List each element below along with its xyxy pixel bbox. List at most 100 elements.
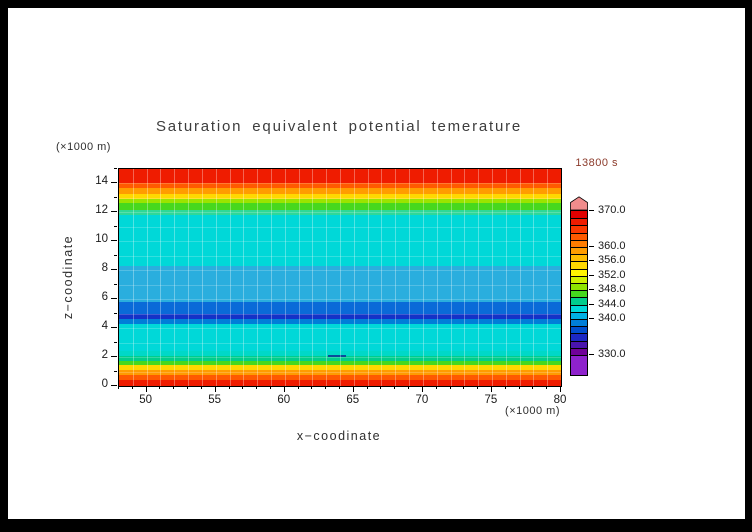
- contour-band: [119, 182, 561, 188]
- x-axis-tick: [131, 386, 133, 389]
- contour-band: [119, 187, 561, 194]
- x-axis-tick: [269, 386, 271, 389]
- x-axis-tick: [380, 386, 382, 389]
- x-axis-unit-label: (×1000 m): [505, 405, 560, 417]
- y-axis-tick-label: 6: [101, 291, 108, 304]
- y-axis-tick-label: 14: [95, 175, 108, 188]
- colorbar-segment: [571, 218, 587, 227]
- x-axis-tick: [118, 386, 119, 389]
- contour-bands: [119, 169, 561, 386]
- x-axis-tick: [490, 386, 492, 392]
- colorbar-segment: [571, 232, 587, 241]
- y-axis-tick: [111, 240, 117, 242]
- x-axis-tick-label: 50: [139, 394, 153, 406]
- y-axis-tick: [114, 168, 117, 169]
- contour-line-dash: [327, 355, 346, 358]
- colorbar-segment: [571, 347, 587, 356]
- colorbar-segment: [571, 319, 587, 328]
- colorbar-segment: [571, 333, 587, 342]
- x-axis-tick: [504, 386, 506, 389]
- colorbar-tick: [589, 210, 594, 211]
- colorbar-tick: [589, 274, 594, 276]
- y-axis-tick: [111, 385, 117, 386]
- colorbar-segment: [571, 283, 587, 292]
- y-axis-tick: [114, 283, 117, 285]
- y-axis-tick: [111, 298, 117, 300]
- contour-band: [119, 375, 561, 381]
- y-axis-tick-label: 10: [95, 233, 108, 246]
- contour-band: [119, 202, 561, 211]
- y-axis-tick: [111, 211, 117, 213]
- contour-band: [119, 355, 561, 361]
- colorbar-segment: [571, 247, 587, 256]
- x-axis-tick: [242, 386, 244, 389]
- y-axis-tick-label: 8: [101, 262, 108, 275]
- colorbar-segment: [571, 340, 587, 349]
- x-axis-tick: [325, 386, 327, 389]
- contour-band: [119, 313, 561, 320]
- x-axis-tick-label: 75: [484, 394, 498, 406]
- colorbar-segment: [571, 261, 587, 270]
- x-axis-tick: [421, 386, 423, 392]
- colorbar-tick-label: 356.0: [598, 254, 626, 267]
- x-axis-tick: [366, 386, 368, 389]
- time-label: 13800 s: [575, 157, 618, 169]
- x-axis-tick: [228, 386, 230, 389]
- colorbar-arrow: [570, 196, 588, 210]
- y-axis-tick: [114, 312, 117, 314]
- contour-band: [119, 265, 561, 303]
- contour-band: [119, 210, 561, 216]
- colorbar-segment: [571, 211, 587, 220]
- colorbar-segment: [571, 311, 587, 320]
- contour-band: [119, 198, 561, 203]
- colorbar-segment: [571, 275, 587, 284]
- y-axis-tick: [114, 370, 117, 372]
- y-axis-tick-label: 12: [95, 204, 108, 217]
- contour-band: [119, 360, 561, 365]
- x-axis-tick: [408, 386, 410, 389]
- x-axis-tick-label: 60: [277, 394, 291, 406]
- colorbar-segment: [571, 297, 587, 306]
- contour-band: [119, 380, 561, 386]
- x-axis-tick: [159, 386, 161, 389]
- colorbar-tick-label: 352.0: [598, 268, 626, 281]
- colorbar-segment: [571, 254, 587, 263]
- colorbar-tick: [589, 289, 594, 291]
- colorbar-tick-label: 370.0: [598, 204, 626, 216]
- y-axis-tick-label: 0: [101, 378, 108, 390]
- x-axis-tick-label: 80: [553, 394, 567, 406]
- x-axis-tick: [145, 386, 147, 392]
- y-axis-title: z−coodinate: [61, 234, 75, 320]
- colorbar-tick: [589, 246, 594, 247]
- x-axis-tick: [339, 386, 340, 389]
- y-axis-tick: [111, 356, 117, 358]
- x-axis-title: x−coodinate: [296, 429, 382, 443]
- x-axis-tick: [435, 386, 437, 389]
- colorbar-bar: [570, 210, 588, 377]
- colorbar-tick: [589, 354, 594, 355]
- contour-band: [119, 370, 561, 376]
- colorbar-tick: [589, 303, 594, 305]
- x-axis-tick: [546, 386, 548, 389]
- colorbar-tick-label: 344.0: [598, 297, 626, 310]
- x-axis-tick: [532, 386, 534, 389]
- contour-band: [119, 319, 561, 324]
- x-axis-tick: [283, 386, 285, 392]
- y-axis-tick: [111, 269, 117, 271]
- x-axis-tick: [173, 386, 175, 389]
- y-axis-tick-label: 4: [101, 320, 108, 333]
- x-axis-tick: [256, 386, 258, 389]
- contour-band: [119, 350, 561, 356]
- colorbar-segment: [571, 268, 587, 277]
- y-axis-tick: [111, 182, 117, 184]
- x-axis-tick: [297, 386, 299, 389]
- y-axis-tick: [114, 225, 117, 227]
- y-axis-tick-label: 2: [101, 349, 108, 362]
- contour-band: [119, 302, 561, 314]
- x-axis-tick-label: 55: [208, 394, 222, 406]
- x-axis-tick-label: 65: [346, 394, 360, 406]
- contour-band: [119, 365, 561, 371]
- x-axis-tick: [352, 386, 354, 392]
- contour-band: [119, 169, 561, 183]
